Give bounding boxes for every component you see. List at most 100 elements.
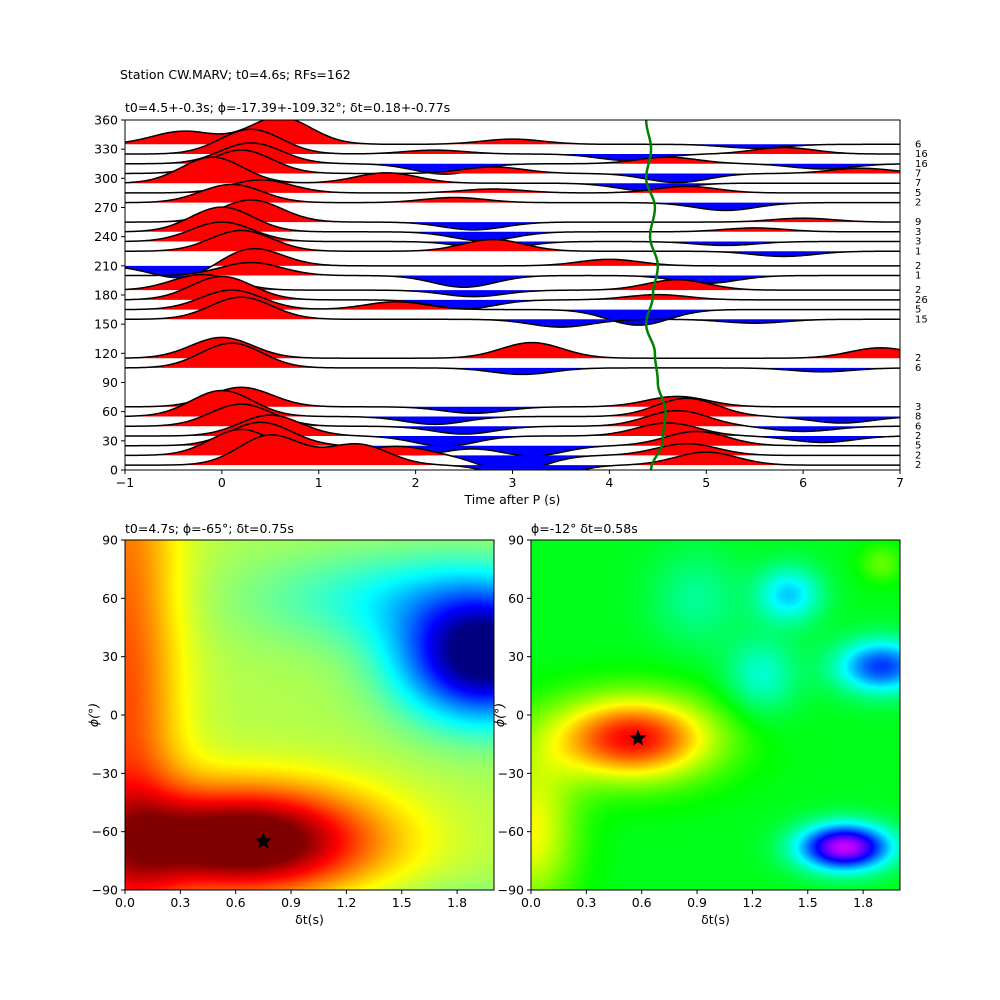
rf-positive-fill: [125, 290, 900, 310]
rf-trace-105: [125, 342, 900, 376]
trace-panel-ytick-label: 300: [94, 171, 118, 186]
rf-trace-line: [125, 421, 900, 457]
left-heatmap-xtick-label: 1.5: [392, 895, 412, 910]
right-heatmap-xtick-label: 1.8: [853, 895, 873, 910]
rf-negative-fill: [125, 319, 900, 328]
rf-positive-fill: [125, 343, 900, 368]
rf-count-label: 5: [915, 305, 921, 316]
rf-count-label: 3: [915, 237, 921, 248]
trace-panel-ytick-label: 60: [102, 404, 118, 419]
left-heatmap-panel: 0.0 0.3 0.6 0.9 1.2 1.5 1.8 −90 −60 −30 0 30 60 90 δt(…: [86, 533, 495, 927]
left-heatmap-xtick-label: 0.3: [170, 895, 190, 910]
left-heatmap-axes: 0.0 0.3 0.6 0.9 1.2 1.5 1.8 −90 −60 −30 0 30 60 90 δt(…: [86, 533, 495, 927]
rf-trace-line: [125, 247, 900, 279]
trace-panel-xtick-label: 0: [218, 475, 226, 490]
right-heatmap-ytick-label: −60: [498, 824, 524, 839]
right-heatmap-ytick-label: −30: [498, 766, 524, 781]
rf-trace-line: [125, 229, 900, 258]
right-heatmap-image-wrap: [531, 540, 900, 890]
rf-trace-line: [125, 414, 900, 448]
left-heatmap-xtick-label: 1.8: [447, 895, 467, 910]
rf-trace-line: [125, 261, 900, 289]
left-heatmap-xtick-label: 0.9: [281, 895, 301, 910]
rf-trace-line: [125, 389, 900, 426]
right-heatmap-ytick-label: 60: [508, 591, 524, 606]
rf-count-label: 3: [915, 227, 921, 238]
rf-positive-fill: [125, 222, 900, 242]
left-heatmap-xtick-label: 0.0: [115, 895, 135, 910]
trace-panel-ytick-label: 330: [94, 142, 118, 157]
right-heatmap-ytick-label: −90: [498, 883, 524, 898]
left-heatmap-xtick-label: 1.2: [336, 895, 356, 910]
right-heatmap-xtick-label: 0.6: [632, 895, 652, 910]
trace-panel-ytick-label: 360: [94, 113, 118, 128]
right-heatmap-best-fit-star: [629, 729, 647, 746]
rf-positive-fill: [125, 230, 900, 252]
rf-trace-225: [125, 229, 900, 258]
trace-panel-ytick-label: 240: [94, 229, 118, 244]
right-heatmap-xtick-label: 1.2: [742, 895, 762, 910]
rf-count-label: 9: [915, 217, 921, 228]
rf-positive-fill: [125, 422, 900, 446]
rf-trace-line: [125, 296, 900, 328]
rf-trace-35: [125, 414, 900, 448]
rf-trace-325: [125, 128, 900, 162]
rf-count-label: 2: [915, 450, 921, 461]
rf-positive-fill: [125, 429, 900, 456]
left-heatmap-image: [125, 540, 494, 890]
rf-trace-line: [125, 199, 900, 231]
trace-panel-xtick-label: 4: [605, 475, 613, 490]
trace-panel-ytick-label: 180: [94, 288, 118, 303]
rf-positive-fill: [125, 337, 900, 359]
right-heatmap-image: [531, 540, 900, 890]
left-heatmap-ytick-label: −90: [92, 883, 118, 898]
rf-positive-fill: [125, 184, 900, 203]
rf-negative-fill: [125, 222, 900, 230]
right-heatmap-panel: 0.0 0.3 0.6 0.9 1.2 1.5 1.8 −90 −60 −30 0 30 60 90 δt(…: [492, 533, 901, 927]
rf-count-label: 1: [915, 271, 921, 282]
rf-negative-fill: [125, 299, 900, 309]
rf-count-label: 7: [915, 168, 921, 179]
rf-negative-fill: [125, 265, 900, 278]
trace-panel-ytick-label: 210: [94, 258, 118, 273]
rf-trace-line: [125, 128, 900, 162]
right-heatmap-axes: 0.0 0.3 0.6 0.9 1.2 1.5 1.8 −90 −60 −30 0 30 60 90 δt(…: [492, 533, 901, 927]
left-heatmap-ytick-label: −30: [92, 766, 118, 781]
rf-trace-115: [125, 336, 900, 359]
rf-trace-line: [125, 289, 900, 326]
rf-trace-line: [125, 183, 900, 212]
left-heatmap-title: t0=4.7s; ϕ=-65°; δt=0.75s: [125, 521, 294, 536]
right-heatmap-ytick-label: 30: [508, 649, 524, 664]
trace-panel-xtick-label: −1: [116, 475, 134, 490]
rf-count-label: 26: [915, 295, 928, 306]
rf-count-label: 15: [915, 314, 928, 325]
rf-positive-fill: [125, 179, 900, 193]
rf-negative-fill: [125, 173, 900, 183]
rf-count-label: 16: [915, 159, 928, 170]
trace-panel-xtick-label: 5: [702, 475, 710, 490]
rf-trace-line: [125, 206, 900, 242]
rf-trace-275: [125, 183, 900, 212]
right-heatmap-xtick-label: 0.3: [576, 895, 596, 910]
rf-negative-fill: [125, 465, 900, 470]
rf-positive-fill: [125, 262, 900, 276]
rf-positive-fill: [125, 390, 900, 417]
left-heatmap-ylabel: ϕ(°): [86, 703, 101, 727]
rf-trace-210: [125, 247, 900, 279]
rf-negative-fill: [125, 290, 900, 297]
rf-trace-line: [125, 179, 900, 194]
trace-panel-ytick-label: 30: [102, 433, 118, 448]
rf-negative-fill: [125, 231, 900, 241]
rf-trace-295: [125, 156, 900, 192]
rf-count-label: 2: [915, 431, 921, 442]
rf-trace-line: [125, 342, 900, 376]
figure-suptitle: Station CW.MARV; t0=4.6s; RFs=162: [120, 67, 351, 82]
left-heatmap-ytick-label: −60: [92, 824, 118, 839]
rf-count-label: 2: [915, 353, 921, 364]
left-heatmap-ytick-label: 0: [110, 708, 118, 723]
rf-positive-fill: [125, 248, 900, 266]
rf-trace-line: [125, 156, 900, 192]
trace-panel-ytick-label: 270: [94, 200, 118, 215]
trace-panel-ytick-label: 150: [94, 317, 118, 332]
